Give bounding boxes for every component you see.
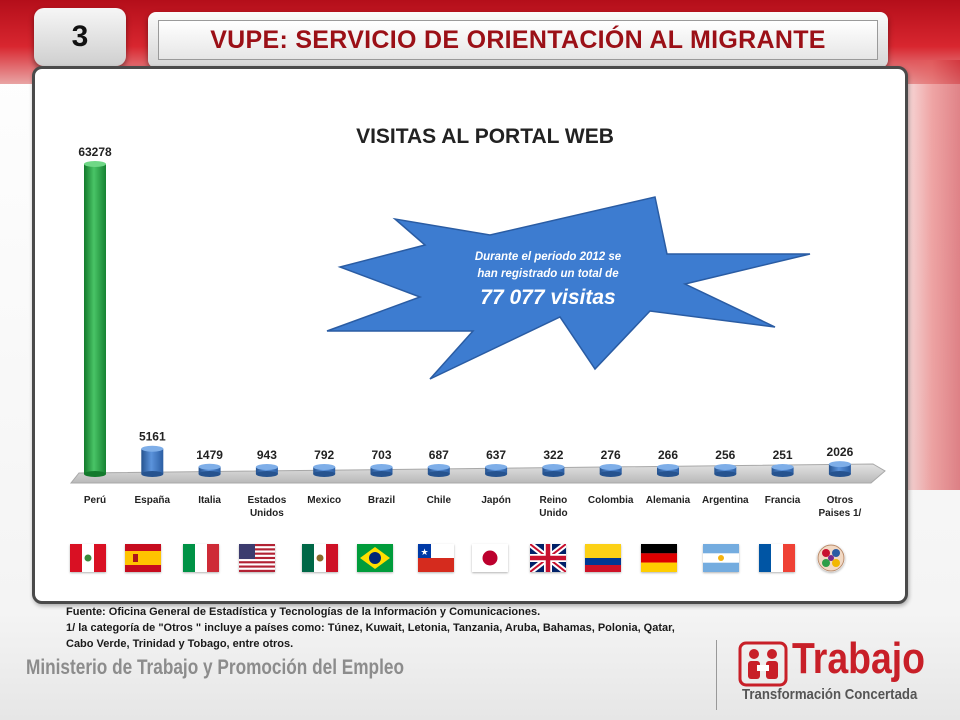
callout-line2: han registrado un total de xyxy=(477,268,619,280)
slide-title: VUPE: SERVICIO DE ORIENTACIÓN AL MIGRANT… xyxy=(158,20,878,60)
category-label-estados-unidos-line2: Unidos xyxy=(250,508,284,519)
bar-chile xyxy=(427,464,450,477)
value-label-estados-unidos: 943 xyxy=(257,448,277,462)
footer-divider xyxy=(716,640,717,710)
bar-espana xyxy=(141,445,164,477)
ministry-logo-icon xyxy=(738,641,788,687)
callout-burst xyxy=(326,196,811,380)
bar-colombia xyxy=(599,464,622,477)
france-flag xyxy=(759,544,795,572)
value-label-otros-paises-1: 2026 xyxy=(827,445,854,459)
ministry-name: Ministerio de Trabajo y Promoción del Em… xyxy=(26,656,404,679)
others-note-line2: Cabo Verde, Trinidad y Tobago, entre otr… xyxy=(66,638,294,650)
value-label-peru: 63278 xyxy=(78,145,112,159)
bar-alemania xyxy=(657,464,679,477)
category-label-otros-paises-1: Otros xyxy=(827,495,854,506)
value-label-italia: 1479 xyxy=(196,448,223,462)
world-flags-icon xyxy=(817,544,845,572)
value-label-espana: 5161 xyxy=(139,430,166,444)
svg-text:★: ★ xyxy=(420,547,428,557)
bar-brazil xyxy=(370,464,393,477)
value-label-colombia: 276 xyxy=(601,448,621,462)
bar-argentina xyxy=(714,464,737,477)
argentina-flag xyxy=(703,544,739,572)
value-label-japon: 637 xyxy=(486,448,506,462)
bar-peru xyxy=(84,161,106,477)
title-box: VUPE: SERVICIO DE ORIENTACIÓN AL MIGRANT… xyxy=(148,12,888,68)
category-label-reino-unido-line2: Unido xyxy=(539,508,567,519)
category-label-alemania: Alemania xyxy=(646,495,691,506)
bar-estados-unidos xyxy=(255,464,278,477)
category-label-argentina: Argentina xyxy=(702,495,749,506)
category-label-italia: Italia xyxy=(198,495,221,506)
callout-line1: Durante el periodo 2012 se xyxy=(474,251,622,263)
brazil-flag xyxy=(357,544,393,572)
category-label-francia: Francia xyxy=(765,495,801,506)
others-note-line1: 1/ la categoría de "Otros " incluye a pa… xyxy=(66,622,675,634)
bar-reino-unido xyxy=(542,464,565,477)
category-label-japon: Japón xyxy=(481,495,510,506)
bar-otros-paises-1 xyxy=(828,461,851,477)
japan-flag xyxy=(472,544,508,572)
value-label-chile: 687 xyxy=(429,448,449,462)
chile-flag: ★ xyxy=(418,544,454,572)
source-note: Fuente: Oficina General de Estadística y… xyxy=(66,606,541,618)
category-label-estados-unidos: Estados xyxy=(247,495,286,506)
category-label-espana: España xyxy=(135,495,171,506)
footer-notes: Fuente: Oficina General de Estadística y… xyxy=(66,604,826,652)
category-label-chile: Chile xyxy=(427,495,452,506)
peru-flag xyxy=(70,544,106,572)
mexico-flag xyxy=(302,544,338,572)
category-label-peru: Perú xyxy=(84,495,106,506)
bar-chart: 63278 Perú 5161 España 1479 Italia 943 Estados U… xyxy=(69,145,886,519)
category-label-otros-paises-1-line2: Paises 1/ xyxy=(818,508,861,519)
usa-flag xyxy=(239,544,275,572)
bar-japon xyxy=(485,464,508,477)
chart-floor xyxy=(69,463,886,484)
logo-wordmark: Trabajo xyxy=(792,634,926,683)
value-label-argentina: 256 xyxy=(715,448,735,462)
slide-number: 3 xyxy=(34,8,126,66)
uk-flag xyxy=(530,544,566,572)
category-label-reino-unido: Reino xyxy=(540,495,568,506)
colombia-flag xyxy=(585,544,621,572)
value-label-brazil: 703 xyxy=(371,448,391,462)
category-label-mexico: Mexico xyxy=(307,495,341,506)
germany-flag xyxy=(641,544,677,572)
value-label-mexico: 792 xyxy=(314,448,334,462)
chart-panel: 63278 Perú 5161 España 1479 Italia 943 Estados U… xyxy=(32,66,908,604)
bar-mexico xyxy=(313,464,336,477)
bar-francia xyxy=(771,464,794,477)
value-label-alemania: 266 xyxy=(658,448,678,462)
value-label-reino-unido: 322 xyxy=(543,448,563,462)
bar-italia xyxy=(198,463,221,477)
spain-flag xyxy=(125,544,161,572)
category-label-colombia: Colombia xyxy=(588,495,634,506)
chart-title: VISITAS AL PORTAL WEB xyxy=(356,125,614,148)
italy-flag xyxy=(183,544,219,572)
logo-tagline: Transformación Concertada xyxy=(742,686,918,703)
callout-text: Durante el periodo 2012 se han registrad… xyxy=(433,249,663,313)
value-label-francia: 251 xyxy=(773,448,793,462)
callout-total: 77 077 visitas xyxy=(480,286,616,309)
category-label-brazil: Brazil xyxy=(368,495,395,506)
